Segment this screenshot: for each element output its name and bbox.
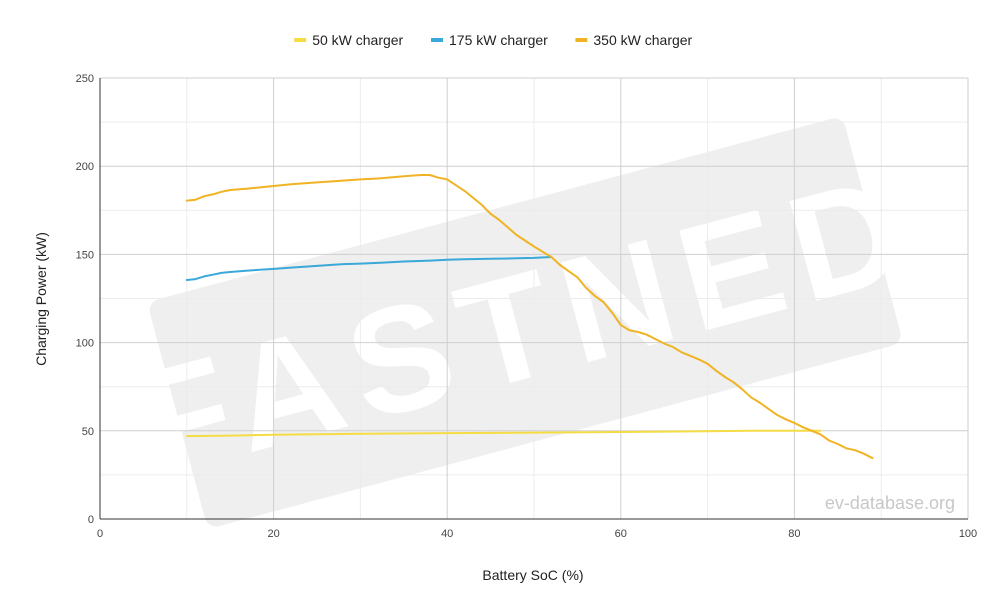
y-tick-label: 0 [88,514,94,526]
grid [100,77,969,519]
watermark: FASTNED [119,118,933,527]
source-credit: ev-database.org [825,493,955,513]
series-line-3 [185,174,874,460]
y-tick-label: 250 [76,73,94,85]
x-tick-label: 0 [97,528,103,540]
legend-swatch [431,38,443,42]
legend-swatch [575,38,588,42]
legend-label: 175 kW charger [449,32,548,48]
y-axis-title: Charging Power (kW) [33,232,49,366]
x-tick-label: 100 [959,528,977,540]
legend-label: 50 kW charger [312,32,403,48]
series-line-2 [185,256,553,281]
watermark-box [149,118,901,527]
y-tick-label: 150 [76,249,94,261]
x-tick-label: 60 [615,528,627,540]
y-tick-label: 50 [82,426,94,438]
axes: 0 50 100 150 200 250 0 20 40 60 80 100 [76,73,978,540]
x-tick-label: 40 [441,528,453,540]
watermark-text: FASTNED [119,140,933,509]
y-tick-label: 100 [76,338,94,350]
y-tick-label: 200 [76,161,94,173]
series-line-1 [185,429,822,438]
legend: 50 kW charger 175 kW charger 350 kW charge… [294,32,693,48]
x-tick-label: 80 [788,528,800,540]
legend-label: 350 kW charger [593,32,692,48]
x-axis-title: Battery SoC (%) [482,567,583,583]
x-tick-label: 20 [267,528,279,540]
legend-swatch [294,38,307,42]
series-group [185,174,874,460]
